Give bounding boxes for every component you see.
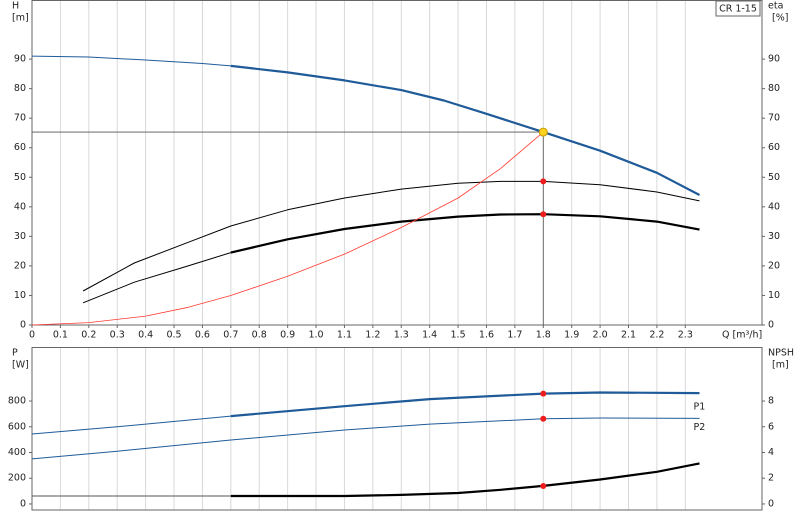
x-tick-label: 1.5 (451, 330, 466, 341)
y2-tick-label: 8 (768, 396, 774, 407)
y-tick-label: 70 (14, 113, 26, 124)
curve (230, 64, 701, 196)
x-tick-label: 1.2 (365, 330, 380, 341)
y2-tick-label: 20 (768, 260, 780, 271)
x-tick-label: 1.1 (337, 330, 352, 341)
title-box (715, 0, 761, 17)
x-tick-label: 1.3 (394, 330, 409, 341)
curve (31, 415, 231, 435)
duty-point (540, 211, 547, 218)
y2-tick-label: 40 (768, 201, 780, 212)
x-tick-label: 0 (29, 330, 35, 341)
duty-point (538, 127, 548, 137)
x-tick-label: 1.9 (564, 330, 579, 341)
x-tick-label: 0.6 (195, 330, 210, 341)
x-tick-label: 1.4 (422, 330, 437, 341)
y2-tick-label: 6 (768, 421, 774, 432)
y-tick-label: 20 (14, 260, 26, 271)
x-axis-label: Q [m³/h] (722, 330, 762, 341)
plot-frame (31, 0, 763, 326)
y-tick-label: 0 (20, 498, 26, 509)
series-label: P1 (694, 402, 706, 413)
y2-tick-label: 0 (768, 498, 774, 509)
x-tick-label: 2.2 (649, 330, 664, 341)
y-tick-label: 800 (8, 396, 26, 407)
y-axis-label: [W] (12, 360, 29, 371)
y-axis-label: H (12, 1, 19, 12)
curve (31, 131, 544, 326)
chart-title: CR 1-15 (719, 4, 757, 15)
y2-axis-label: [m] (772, 360, 789, 371)
curve (82, 180, 700, 292)
x-tick-label: 2.3 (678, 330, 693, 341)
x-tick-label: 1.8 (536, 330, 551, 341)
y-tick-label: 90 (14, 54, 26, 65)
y2-tick-label: 70 (768, 113, 780, 124)
x-tick-label: 1.6 (479, 330, 494, 341)
duty-point (540, 390, 547, 397)
x-tick-label: 0.4 (138, 330, 153, 341)
y-tick-label: 50 (14, 172, 26, 183)
x-tick-label: 0.7 (223, 330, 238, 341)
x-tick-label: 0.9 (280, 330, 295, 341)
x-tick-label: 2.0 (593, 330, 608, 341)
curve (31, 55, 231, 67)
y-axis-label: P (12, 348, 18, 359)
duty-point (540, 415, 547, 422)
y-tick-label: 600 (8, 421, 26, 432)
y2-axis-label: NPSH (768, 348, 794, 359)
duty-point (540, 178, 547, 185)
curve (230, 213, 700, 254)
y-axis-label: [m] (12, 13, 29, 24)
x-tick-label: 1.7 (507, 330, 522, 341)
y2-tick-label: 0 (768, 320, 774, 331)
y2-axis-label: [%] (772, 13, 788, 24)
x-tick-label: 1.0 (308, 330, 323, 341)
y-tick-label: 200 (8, 473, 26, 484)
x-tick-label: 0.8 (252, 330, 267, 341)
plot-frame (31, 347, 763, 511)
y2-tick-label: 50 (768, 172, 780, 183)
x-tick-label: 2.1 (621, 330, 636, 341)
y-tick-label: 60 (14, 142, 26, 153)
y-tick-label: 10 (14, 290, 26, 301)
x-tick-label: 0.5 (166, 330, 181, 341)
y2-axis-label: eta (768, 1, 783, 12)
curve (31, 417, 700, 460)
y2-tick-label: 10 (768, 290, 780, 301)
y2-tick-label: 30 (768, 231, 780, 242)
y-tick-label: 0 (20, 320, 26, 331)
x-tick-label: 0.2 (81, 330, 96, 341)
y2-tick-label: 2 (768, 473, 774, 484)
y2-tick-label: 90 (768, 54, 780, 65)
x-tick-label: 0.3 (110, 330, 125, 341)
y2-tick-label: 4 (768, 447, 774, 458)
y2-tick-label: 80 (768, 83, 780, 94)
curve (230, 462, 700, 498)
y2-tick-label: 60 (768, 142, 780, 153)
series-label: P2 (694, 422, 706, 433)
y-tick-label: 80 (14, 83, 26, 94)
duty-point (540, 482, 547, 489)
y-tick-label: 30 (14, 231, 26, 242)
curve (230, 391, 700, 418)
curve (82, 252, 231, 304)
y-tick-label: 40 (14, 201, 26, 212)
x-tick-label: 0.1 (53, 330, 68, 341)
y-tick-label: 400 (8, 447, 26, 458)
